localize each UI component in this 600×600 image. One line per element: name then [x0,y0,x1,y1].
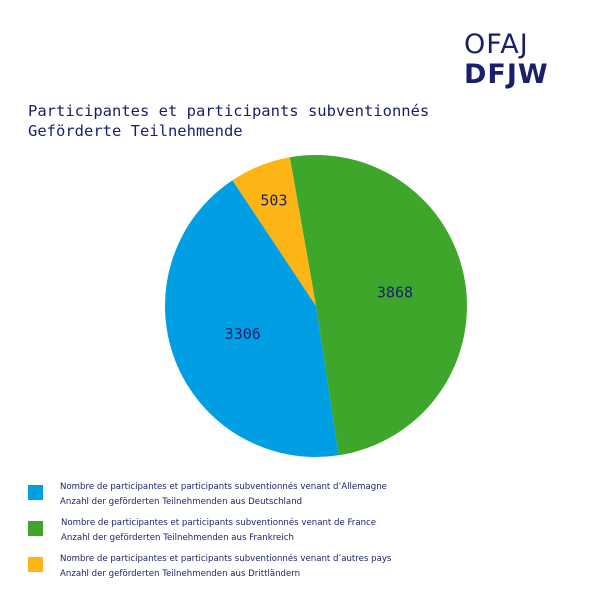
legend-swatch-france [28,521,43,536]
legend-swatch-other [28,557,43,572]
chart-title-de: Geförderte Teilnehmende [28,122,243,140]
legend-text-other: Nombre de participantes et participants … [60,552,391,582]
legend-item-germany: Nombre de participantes et participants … [24,480,584,516]
chart-title-fr: Participantes et participants subvention… [28,102,430,120]
chart-title: Participantes et participants subvention… [28,101,429,141]
logo: OFAJ DFJW [464,30,549,90]
legend-label-de-france: Anzahl der geförderten Teilnehmenden aus… [61,533,294,543]
logo-line-2: DFJW [464,60,549,90]
legend-label-fr-germany: Nombre de participantes et participants … [60,482,387,492]
legend-swatch-germany [28,485,43,500]
logo-line-2-text: DFJW [464,59,549,90]
pie-label-other: 503 [260,191,287,209]
legend-item-other: Nombre de participantes et participants … [24,552,584,588]
legend-label-fr-france: Nombre de participantes et participants … [61,518,377,528]
legend-text-germany: Nombre de participantes et participants … [60,480,387,510]
pie-slice-germany [165,180,339,457]
pie-slice-france [289,155,467,456]
legend-item-france: Nombre de participantes et participants … [24,516,584,552]
pie-label-france: 3868 [377,284,413,302]
legend-label-fr-other: Nombre de participantes et participants … [60,554,392,564]
pie-slice-other [232,157,316,306]
logo-line-1: OFAJ [464,29,529,60]
pie-label-germany: 3306 [225,325,261,343]
legend-label-de-germany: Anzahl der geförderten Teilnehmenden aus… [60,497,303,507]
legend-label-de-other: Anzahl der geförderten Teilnehmenden aus… [60,569,301,579]
legend-text-france: Nombre de participantes et participants … [61,516,376,546]
